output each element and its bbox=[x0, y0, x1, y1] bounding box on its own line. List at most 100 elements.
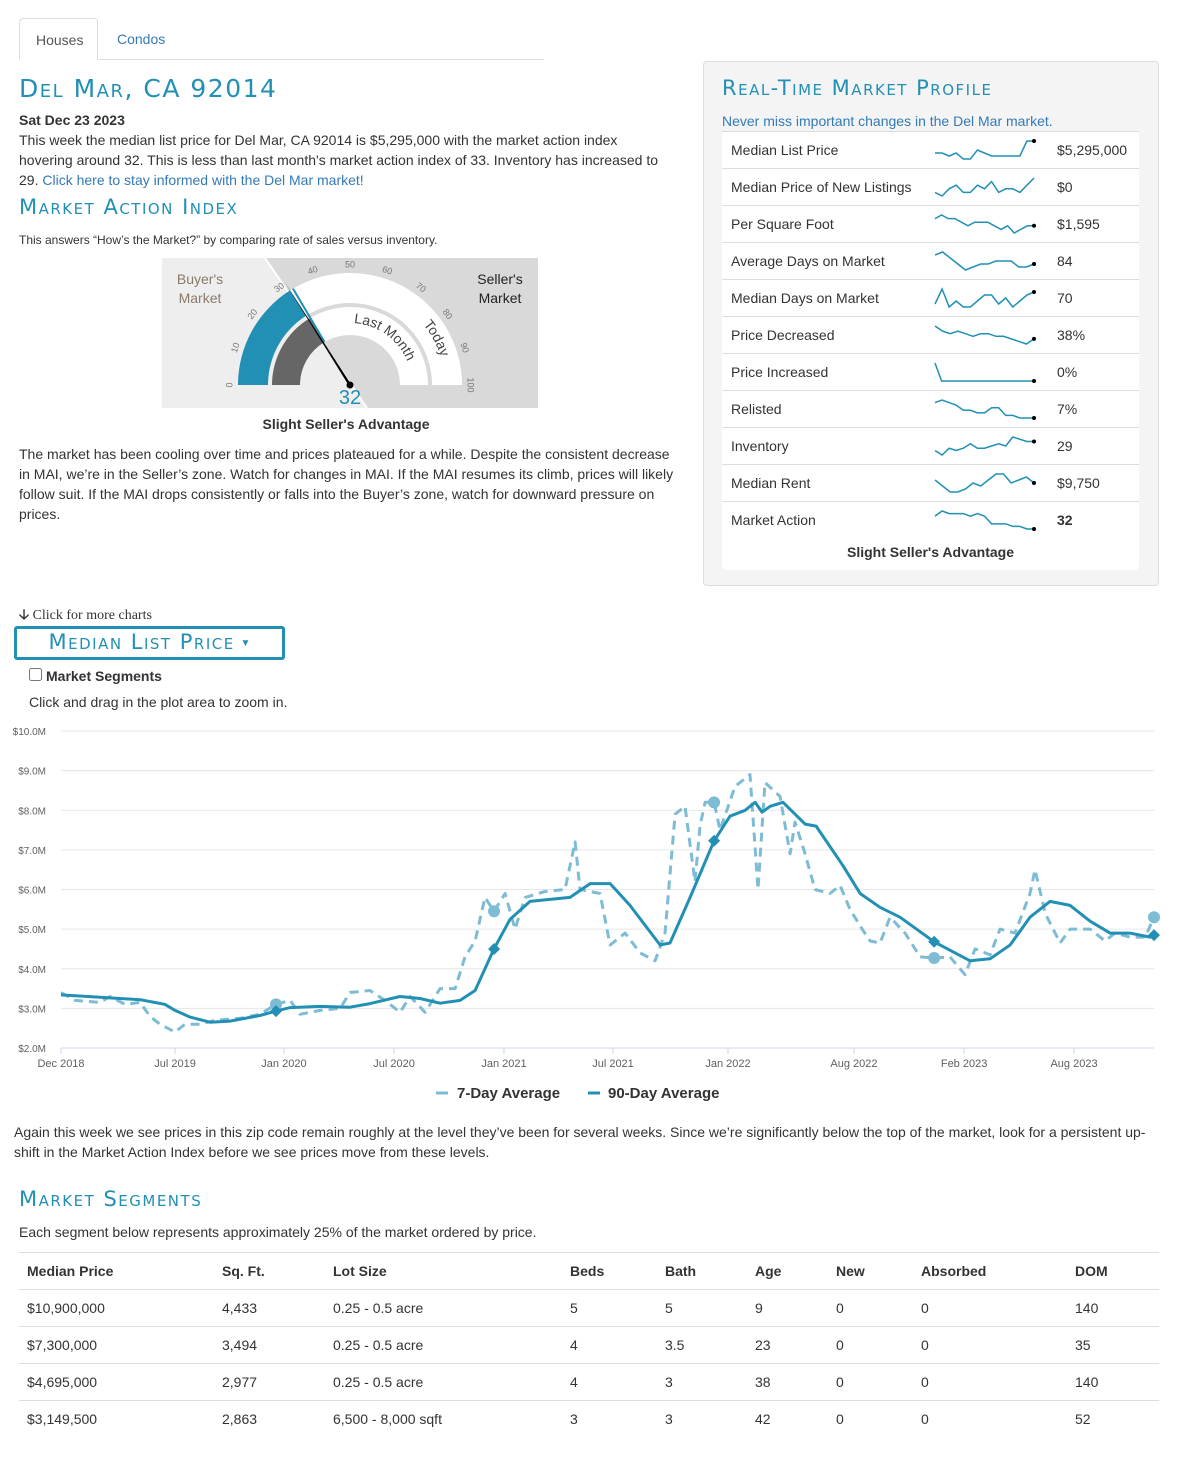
sparkline bbox=[934, 436, 1036, 456]
table-cell: 9 bbox=[747, 1289, 828, 1327]
mai-subtitle: This answers “How’s the Market?” by comp… bbox=[19, 233, 438, 247]
column-header: Age bbox=[747, 1252, 828, 1290]
column-header: Median Price bbox=[19, 1252, 214, 1290]
profile-row-value: $1,595 bbox=[1057, 216, 1100, 232]
profile-row-label: Average Days on Market bbox=[731, 253, 885, 269]
table-cell: 2,977 bbox=[214, 1363, 325, 1401]
x-tick-label: Dec 2018 bbox=[37, 1058, 84, 1070]
sellers-market-label-1: Seller's bbox=[477, 271, 522, 287]
ninety-day-marker bbox=[269, 1005, 282, 1018]
profile-row: Market Action 32 bbox=[722, 501, 1139, 538]
profile-row-label: Median Days on Market bbox=[731, 290, 879, 306]
gauge-tick-label: 90 bbox=[458, 341, 471, 354]
sparkline bbox=[934, 362, 1036, 383]
profile-row-label: Inventory bbox=[731, 438, 789, 454]
profile-row-value: 38% bbox=[1057, 327, 1086, 343]
x-tick-label: Aug 2023 bbox=[1050, 1058, 1097, 1070]
profile-row-label: Median List Price bbox=[731, 142, 839, 158]
profile-table: Median List Price $5,295,000 Median Price … bbox=[722, 131, 1139, 570]
gauge-tick-label: 50 bbox=[345, 259, 355, 269]
ninety-day-marker bbox=[928, 935, 941, 948]
ninety-day-marker bbox=[1148, 929, 1160, 942]
seven-day-marker bbox=[1148, 911, 1160, 924]
market-segments-label: Market Segments bbox=[46, 668, 162, 684]
profile-row-label: Price Decreased bbox=[731, 327, 835, 343]
market-segments-toggle[interactable]: Market Segments bbox=[29, 668, 162, 684]
table-cell: 0.25 - 0.5 acre bbox=[325, 1326, 562, 1364]
stay-informed-link[interactable]: Click here to stay informed with the Del… bbox=[42, 172, 364, 188]
table-cell: 0.25 - 0.5 acre bbox=[325, 1289, 562, 1327]
table-cell: 4 bbox=[562, 1326, 657, 1364]
gauge-needle-hub bbox=[346, 381, 354, 389]
profile-verdict: Slight Seller's Advantage bbox=[847, 544, 1014, 560]
sparkline-end-dot bbox=[1032, 481, 1036, 485]
gauge-tick-label: 80 bbox=[441, 307, 455, 321]
chart-selector-dropdown[interactable]: Median List Price ▼ bbox=[14, 626, 285, 660]
x-tick-label: Jan 2020 bbox=[261, 1058, 306, 1070]
sparkline-path bbox=[934, 214, 1034, 234]
market-segments-checkbox[interactable] bbox=[29, 668, 42, 681]
legend-item: 7-Day Average bbox=[457, 1085, 560, 1102]
chart-selector-label: Median List Price bbox=[48, 630, 235, 654]
profile-row: Median Price of New Listings $0 bbox=[722, 168, 1139, 205]
median-list-price-chart[interactable]: $2.0M $3.0M $4.0M $5.0M $6.0M $7.0M $8.0M $9.0M… bbox=[0, 720, 1188, 1110]
column-header: New bbox=[828, 1252, 913, 1290]
x-tick-label: Jan 2021 bbox=[481, 1058, 526, 1070]
profile-row-value: $9,750 bbox=[1057, 475, 1100, 491]
x-tick-label: Feb 2023 bbox=[941, 1058, 987, 1070]
sparkline-end-dot bbox=[1032, 379, 1036, 383]
arrow-down-icon: 🡣 bbox=[19, 608, 30, 623]
sparkline-end-dot bbox=[1032, 527, 1036, 531]
buyers-market-label-2: Market bbox=[179, 290, 222, 306]
column-header: Lot Size bbox=[325, 1252, 562, 1290]
x-tick-label: Jul 2020 bbox=[373, 1058, 415, 1070]
profile-row-label: Median Rent bbox=[731, 475, 811, 491]
table-cell: $10,900,000 bbox=[19, 1289, 214, 1327]
column-header: Beds bbox=[562, 1252, 657, 1290]
market-profile-panel: Real-Time Market Profile Never miss impo… bbox=[703, 61, 1159, 586]
y-tick-label: $2.0M bbox=[18, 1044, 46, 1055]
profile-row-label: Per Square Foot bbox=[731, 216, 834, 232]
y-tick-label: $3.0M bbox=[18, 1004, 46, 1015]
sparkline-end-dot bbox=[1032, 290, 1036, 294]
today-arc-value bbox=[238, 290, 307, 385]
y-tick-label: $8.0M bbox=[18, 806, 46, 817]
profile-row: Price Increased 0% bbox=[722, 353, 1139, 390]
table-cell: 0 bbox=[913, 1289, 1067, 1327]
sparkline-end-dot bbox=[1032, 439, 1036, 444]
profile-row-value: 0% bbox=[1057, 364, 1078, 380]
table-cell: $3,149,500 bbox=[19, 1400, 214, 1438]
tab-condos[interactable]: Condos bbox=[117, 31, 166, 47]
chart-commentary: Again this week we see prices in this zi… bbox=[14, 1124, 1146, 1160]
caret-down-icon: ▼ bbox=[240, 637, 251, 649]
gauge-tick-label: 100 bbox=[466, 377, 476, 392]
table-cell: 3.5 bbox=[657, 1326, 747, 1364]
tab-houses[interactable]: Houses bbox=[19, 18, 98, 60]
profile-row-label: Market Action bbox=[731, 512, 816, 528]
y-tick-label: $6.0M bbox=[18, 886, 46, 897]
table-cell: 5 bbox=[657, 1289, 747, 1327]
seven-day-marker bbox=[488, 905, 501, 918]
profile-row: Average Days on Market 84 bbox=[722, 242, 1139, 279]
report-date: Sat Dec 23 2023 bbox=[19, 112, 125, 128]
table-cell: 0 bbox=[913, 1400, 1067, 1438]
profile-row-value: $5,295,000 bbox=[1057, 142, 1128, 158]
sparkline bbox=[934, 287, 1036, 309]
table-cell: $7,300,000 bbox=[19, 1326, 214, 1364]
table-cell: 0 bbox=[913, 1326, 1067, 1364]
sparkline bbox=[934, 177, 1035, 197]
y-tick-label: $4.0M bbox=[18, 965, 46, 976]
sparkline-path bbox=[934, 362, 1034, 382]
property-type-tabs: Houses Condos bbox=[19, 18, 544, 60]
segments-heading: Market Segments bbox=[19, 1187, 203, 1211]
mai-heading: Market Action Index bbox=[19, 195, 239, 219]
gauge-tick-label: 60 bbox=[381, 264, 394, 277]
profile-heading: Real-Time Market Profile bbox=[722, 76, 993, 100]
table-row: $10,900,000 4,433 0.25 - 0.5 acre 5 5 9 0 0 140 bbox=[19, 1289, 1159, 1327]
last-month-marker bbox=[292, 288, 326, 343]
table-cell: 3 bbox=[657, 1363, 747, 1401]
profile-row-label: Price Increased bbox=[731, 364, 829, 380]
table-cell: 5 bbox=[562, 1289, 657, 1327]
summary-text: This week the median list price for Del … bbox=[19, 130, 669, 190]
ninety-day-average-line bbox=[60, 800, 1155, 1024]
